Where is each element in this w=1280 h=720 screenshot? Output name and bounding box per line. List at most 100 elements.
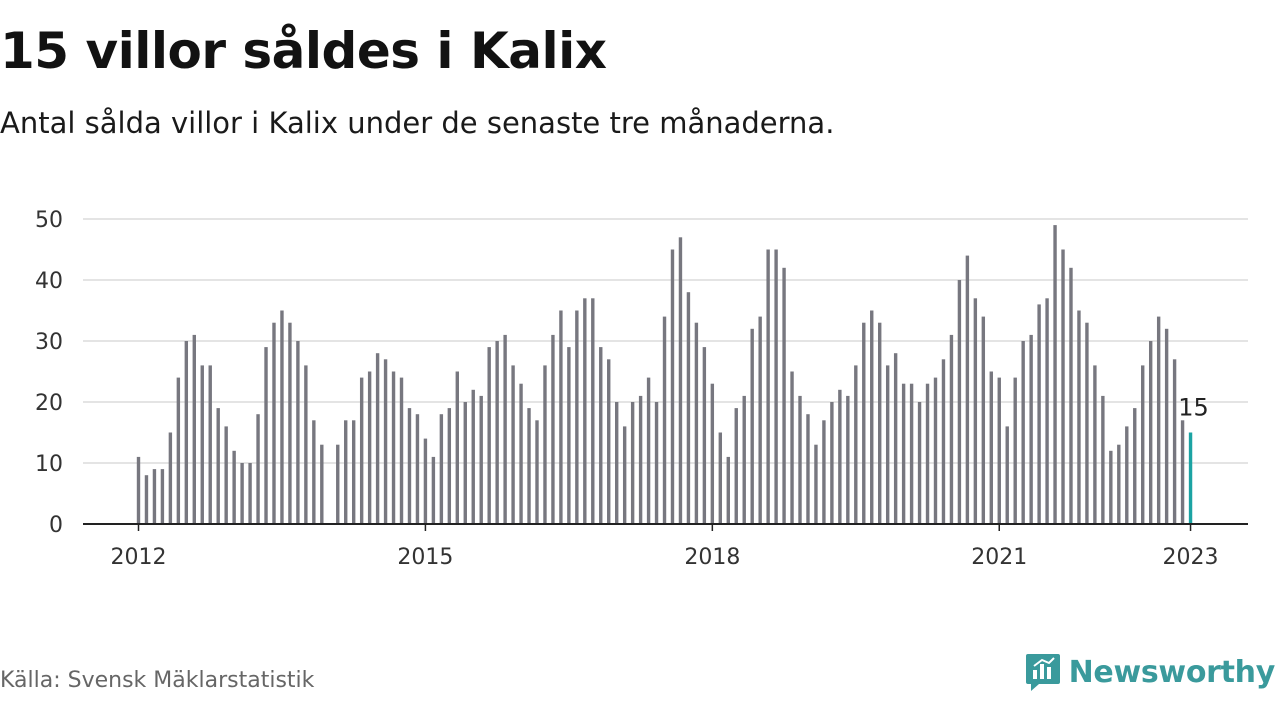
bar bbox=[1172, 359, 1177, 524]
bar bbox=[1093, 365, 1097, 524]
bar bbox=[893, 353, 898, 524]
bar bbox=[1029, 334, 1033, 524]
bar bbox=[567, 347, 571, 524]
bar bbox=[870, 310, 874, 524]
bar bbox=[1180, 420, 1185, 524]
bar bbox=[160, 469, 165, 524]
bar bbox=[431, 456, 436, 524]
bar bbox=[774, 249, 778, 524]
bar bbox=[822, 420, 826, 524]
bar bbox=[136, 456, 141, 524]
highlight-value-label: 15 bbox=[1178, 394, 1209, 422]
bar bbox=[511, 365, 515, 524]
bar bbox=[1148, 341, 1153, 524]
bar bbox=[503, 334, 507, 524]
bar bbox=[463, 402, 467, 524]
bar bbox=[591, 298, 595, 524]
bar bbox=[965, 255, 970, 524]
bar bbox=[1077, 310, 1081, 524]
bar bbox=[1005, 426, 1009, 524]
bar bbox=[615, 402, 619, 524]
bar bbox=[1085, 322, 1089, 524]
bar bbox=[471, 389, 475, 524]
bar bbox=[288, 322, 292, 524]
bar bbox=[973, 298, 978, 524]
bar bbox=[296, 341, 300, 524]
bar bbox=[997, 377, 1001, 524]
bar bbox=[176, 377, 181, 524]
bar bbox=[734, 408, 738, 524]
newsworthy-logo-icon bbox=[1025, 654, 1060, 691]
bar bbox=[551, 334, 555, 524]
bar bbox=[264, 347, 268, 524]
x-tick-label: 2012 bbox=[111, 545, 167, 570]
bar bbox=[320, 444, 324, 524]
bar bbox=[351, 420, 356, 524]
bar bbox=[686, 292, 691, 524]
bar bbox=[710, 383, 715, 524]
y-tick-label: 40 bbox=[35, 269, 63, 294]
bar bbox=[144, 475, 149, 524]
bar bbox=[750, 328, 754, 524]
bar bbox=[1021, 341, 1025, 524]
bar bbox=[694, 322, 699, 524]
bar bbox=[256, 414, 260, 524]
x-tick-label: 2021 bbox=[971, 545, 1027, 570]
bar bbox=[1061, 249, 1065, 524]
bar bbox=[184, 341, 189, 524]
bar bbox=[901, 383, 906, 524]
x-tick-label: 2018 bbox=[684, 545, 740, 570]
bar bbox=[535, 420, 539, 524]
bar bbox=[519, 383, 523, 524]
bar bbox=[208, 365, 212, 524]
bar bbox=[599, 347, 603, 524]
bar bbox=[718, 432, 723, 524]
bar bbox=[622, 426, 627, 524]
bar bbox=[280, 310, 284, 524]
bar bbox=[1141, 365, 1145, 524]
bar bbox=[678, 237, 683, 525]
bar bbox=[479, 395, 483, 524]
bar bbox=[885, 365, 890, 524]
bar bbox=[375, 353, 380, 524]
bar bbox=[399, 377, 404, 524]
bar bbox=[447, 408, 452, 524]
bar bbox=[527, 408, 531, 524]
bar bbox=[1117, 444, 1121, 524]
bar bbox=[336, 444, 340, 524]
brand-name: Newsworthy bbox=[1068, 654, 1276, 690]
bar bbox=[248, 463, 252, 524]
y-tick-label: 30 bbox=[35, 330, 63, 355]
bar bbox=[654, 402, 659, 524]
bar bbox=[925, 383, 930, 524]
highlight-bar bbox=[1188, 432, 1193, 524]
bar bbox=[838, 389, 842, 524]
bar bbox=[359, 377, 364, 524]
y-tick-label: 10 bbox=[35, 452, 63, 477]
bar bbox=[607, 359, 611, 524]
bar bbox=[407, 408, 412, 524]
bar bbox=[909, 383, 914, 524]
bar bbox=[152, 469, 157, 524]
bar bbox=[1045, 298, 1049, 524]
bar bbox=[989, 371, 993, 524]
bar bbox=[1053, 225, 1057, 524]
bar bbox=[543, 365, 547, 524]
bar bbox=[814, 444, 818, 524]
chart-title: 15 villor såldes i Kalix bbox=[0, 22, 607, 80]
bar bbox=[758, 316, 762, 524]
bar bbox=[344, 420, 348, 524]
brand-logo: Newsworthy bbox=[1025, 652, 1275, 692]
bar bbox=[646, 377, 651, 524]
bar bbox=[487, 347, 491, 524]
bar bbox=[232, 450, 236, 524]
bar bbox=[806, 414, 810, 524]
bar bbox=[782, 267, 786, 524]
bar bbox=[575, 310, 579, 524]
bar bbox=[1101, 395, 1105, 524]
bar bbox=[878, 322, 882, 524]
bar bbox=[367, 371, 372, 524]
bar bbox=[798, 395, 802, 524]
bar bbox=[726, 456, 730, 524]
bar bbox=[583, 298, 587, 524]
